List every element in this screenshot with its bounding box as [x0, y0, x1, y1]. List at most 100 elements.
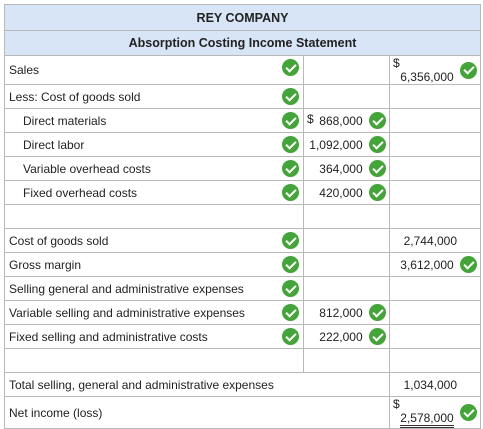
- direct-labor-label-cell[interactable]: Direct labor: [4, 132, 304, 157]
- sales-amount-cell[interactable]: [303, 55, 390, 85]
- sales-label: Sales: [9, 63, 40, 77]
- check-circle-icon: [369, 160, 386, 177]
- row-total-sga: Total selling, general and administrativ…: [4, 372, 482, 397]
- less-cogs-label: Less: Cost of goods sold: [9, 89, 141, 104]
- empty-cell: [303, 84, 390, 109]
- gross-margin-label-cell[interactable]: Gross margin: [4, 252, 304, 277]
- direct-materials-label: Direct materials: [23, 113, 107, 128]
- statement-title: Absorption Costing Income Statement: [3, 30, 482, 56]
- gross-margin-total-cell[interactable]: 3,612,000: [388, 252, 482, 277]
- direct-labor-value: 1,092,000: [309, 137, 363, 152]
- row-net-income: Net income (loss) $ 2,578,000: [4, 396, 482, 429]
- check-circle-icon: [282, 160, 299, 177]
- check-circle-icon: [282, 232, 299, 249]
- blank-label-cell[interactable]: [4, 348, 304, 373]
- variable-sga-amount-cell[interactable]: 812,000: [303, 300, 390, 325]
- check-circle-icon: [282, 280, 299, 297]
- check-circle-icon: [282, 184, 299, 201]
- check-circle-icon: [369, 328, 386, 345]
- cogs-label-cell[interactable]: Cost of goods sold: [4, 228, 304, 253]
- currency-symbol: $: [393, 56, 400, 71]
- row-less-cogs: Less: Cost of goods sold: [4, 84, 482, 109]
- fixed-sga-label-cell[interactable]: Fixed selling and administrative costs: [4, 324, 304, 349]
- empty-cell: [388, 276, 482, 301]
- header-row-company: REY COMPANY: [3, 4, 482, 31]
- direct-labor-label: Direct labor: [23, 137, 85, 152]
- check-circle-icon: [282, 256, 299, 273]
- total-sga-label: Total selling, general and administrativ…: [9, 377, 274, 392]
- row-blank: [4, 204, 482, 229]
- fixed-overhead-value: 420,000: [319, 185, 363, 200]
- blank-amount-cell[interactable]: [303, 204, 390, 229]
- cogs-label: Cost of goods sold: [9, 233, 109, 248]
- sales-label-cell[interactable]: Sales: [4, 55, 304, 85]
- blank-amount-cell[interactable]: [303, 348, 390, 373]
- empty-cell: [388, 204, 482, 229]
- empty-cell: [388, 108, 482, 133]
- check-circle-icon: [460, 61, 478, 79]
- net-income-label-cell[interactable]: Net income (loss): [4, 396, 390, 429]
- currency-symbol: $: [393, 397, 400, 412]
- fixed-overhead-label-cell[interactable]: Fixed overhead costs: [4, 180, 304, 205]
- gross-margin-total-value: 3,612,000: [400, 257, 454, 272]
- sales-total-cell[interactable]: $ 6,356,000: [388, 55, 482, 85]
- check-circle-icon: [282, 88, 299, 105]
- income-statement-table: REY COMPANY Absorption Costing Income St…: [3, 4, 482, 429]
- check-circle-icon: [460, 404, 478, 421]
- cogs-total-value: 2,744,000: [403, 233, 458, 248]
- check-circle-icon: [282, 136, 299, 153]
- total-sga-total-value: 1,034,000: [403, 377, 458, 392]
- less-cogs-label-cell[interactable]: Less: Cost of goods sold: [4, 84, 304, 109]
- row-variable-sga: Variable selling and administrative expe…: [4, 300, 482, 325]
- net-income-total-value: 2,578,000: [400, 411, 454, 428]
- fixed-overhead-amount-cell[interactable]: 420,000: [303, 180, 390, 205]
- check-circle-icon: [369, 112, 386, 129]
- variable-sga-label-cell[interactable]: Variable selling and administrative expe…: [4, 300, 304, 325]
- check-circle-icon: [460, 256, 478, 273]
- sales-total-value: 6,356,000: [400, 70, 454, 84]
- row-sga: Selling general and administrative expen…: [4, 276, 482, 301]
- variable-overhead-label-cell[interactable]: Variable overhead costs: [4, 156, 304, 181]
- check-circle-icon: [282, 328, 299, 345]
- company-name: REY COMPANY: [3, 4, 482, 31]
- row-gross-margin: Gross margin 3,612,000: [4, 252, 482, 277]
- cogs-total-cell[interactable]: 2,744,000: [388, 228, 482, 253]
- row-fixed-overhead: Fixed overhead costs 420,000: [4, 180, 482, 205]
- empty-cell: [303, 276, 390, 301]
- row-direct-labor: Direct labor 1,092,000: [4, 132, 482, 157]
- sga-label: Selling general and administrative expen…: [9, 281, 244, 296]
- row-variable-overhead: Variable overhead costs 364,000: [4, 156, 482, 181]
- net-income-total-cell[interactable]: $ 2,578,000: [388, 396, 482, 429]
- cogs-amount-cell[interactable]: [303, 228, 390, 253]
- total-sga-total-cell[interactable]: 1,034,000: [388, 372, 482, 397]
- row-sales: Sales $ 6,356,000: [4, 55, 482, 85]
- variable-overhead-value: 364,000: [319, 161, 363, 176]
- row-direct-materials: Direct materials $ 868,000: [4, 108, 482, 133]
- check-circle-icon: [282, 112, 299, 129]
- empty-cell: [388, 84, 482, 109]
- variable-overhead-amount-cell[interactable]: 364,000: [303, 156, 390, 181]
- direct-materials-label-cell[interactable]: Direct materials: [4, 108, 304, 133]
- fixed-sga-amount-cell[interactable]: 222,000: [303, 324, 390, 349]
- empty-cell: [388, 156, 482, 181]
- direct-labor-amount-cell[interactable]: 1,092,000: [303, 132, 390, 157]
- sga-label-cell[interactable]: Selling general and administrative expen…: [4, 276, 304, 301]
- header-row-title: Absorption Costing Income Statement: [3, 30, 482, 56]
- check-circle-icon: [369, 184, 386, 201]
- fixed-sga-label: Fixed selling and administrative costs: [9, 329, 208, 344]
- blank-label-cell[interactable]: [4, 204, 304, 229]
- fixed-sga-value: 222,000: [319, 329, 363, 344]
- variable-sga-label: Variable selling and administrative expe…: [9, 305, 245, 320]
- direct-materials-value: 868,000: [319, 113, 363, 128]
- gross-margin-label: Gross margin: [9, 257, 82, 272]
- currency-symbol: $: [307, 112, 314, 126]
- check-circle-icon: [369, 304, 386, 321]
- row-cogs: Cost of goods sold 2,744,000: [4, 228, 482, 253]
- empty-cell: [303, 252, 390, 277]
- net-income-label: Net income (loss): [9, 405, 103, 420]
- total-sga-label-cell[interactable]: Total selling, general and administrativ…: [4, 372, 390, 397]
- empty-cell: [388, 324, 482, 349]
- direct-materials-amount-cell[interactable]: $ 868,000: [303, 108, 390, 133]
- variable-overhead-label: Variable overhead costs: [23, 161, 151, 176]
- check-circle-icon: [369, 136, 386, 153]
